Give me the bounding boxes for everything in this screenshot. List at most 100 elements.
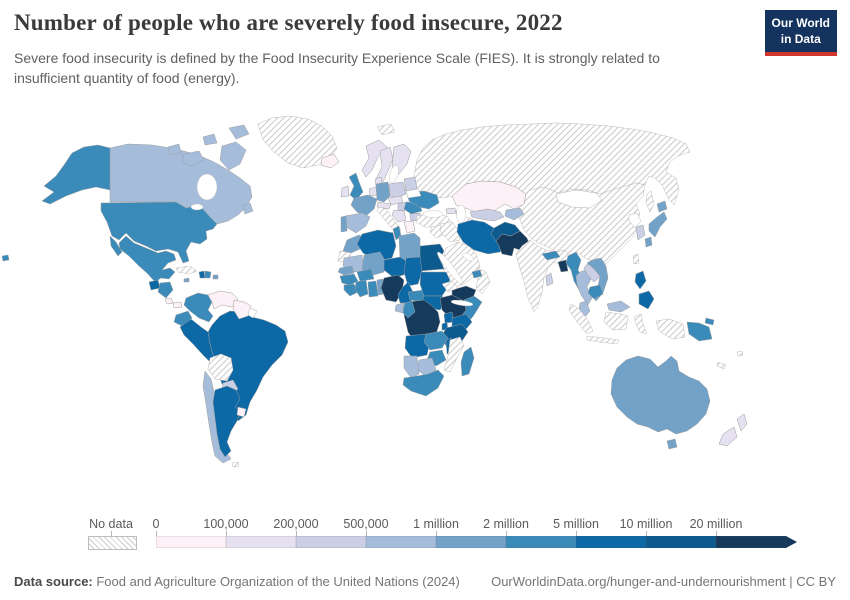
country-madagascar[interactable] [460,346,475,377]
footer-link[interactable]: OurWorldinData.org/hunger-and-undernouri… [491,574,836,589]
country-haiti[interactable] [198,270,206,279]
country-indonesia[interactable] [655,318,686,340]
country-sri-lanka[interactable] [545,272,554,287]
country-balkans[interactable] [391,209,407,223]
legend-bin-200k-500k[interactable] [296,536,366,548]
country-canada[interactable] [167,143,182,156]
country-canada[interactable] [202,133,218,146]
country-french-guiana[interactable] [247,307,258,319]
country-japan[interactable] [644,236,653,248]
country-india[interactable] [515,239,571,313]
country-canada[interactable] [181,150,205,167]
country-baltic-states[interactable] [403,176,418,192]
country-burkina-faso[interactable] [356,268,375,282]
country-costa-rica[interactable] [164,297,174,305]
country-gabon[interactable] [394,302,405,314]
country-sierra-leone-liberia[interactable] [343,283,359,297]
country-panama[interactable] [172,301,183,309]
country-bangladesh[interactable] [557,259,569,273]
country-bolivia[interactable] [207,353,234,382]
country-uzbekistan[interactable] [469,208,505,222]
country-norway[interactable] [361,139,388,178]
country-svalbard[interactable] [376,123,396,136]
country-canada[interactable] [241,202,254,215]
country-papua-new-guinea[interactable] [686,321,713,342]
country-ghana[interactable] [367,280,379,298]
country-malaysia[interactable] [578,300,591,318]
country-guinea[interactable] [339,273,359,286]
country-dominican-republic[interactable] [204,270,212,279]
country-cambodia[interactable] [587,284,604,300]
country-china[interactable] [515,182,646,269]
legend-bin-500k-1M[interactable] [366,536,436,548]
country-indonesia[interactable] [633,313,648,335]
country-philippines[interactable] [634,270,647,290]
country-united-arab-emirates[interactable] [471,269,483,279]
country-jamaica[interactable] [183,277,190,283]
country-iceland[interactable] [320,153,340,169]
legend-bin-1M-2M[interactable] [436,536,506,548]
country-japan[interactable] [648,211,668,238]
country-namibia[interactable] [403,355,420,379]
country-sakhalin[interactable] [645,190,655,213]
country-sweden[interactable] [375,146,394,185]
country-indonesia[interactable] [603,311,629,331]
country-mexico[interactable] [118,235,177,283]
country-kyrgyzstan-tajikistan[interactable] [504,207,525,221]
country-mexico[interactable] [109,235,123,257]
country-georgia[interactable] [445,207,457,215]
country-south-korea[interactable] [635,224,646,241]
country-indonesia[interactable] [568,303,594,335]
country-taiwan[interactable] [632,253,640,265]
country-kazakhstan[interactable] [451,180,527,215]
country-senegal[interactable] [337,265,355,276]
country-greenland[interactable] [257,115,338,169]
owid-logo[interactable]: Our World in Data [764,10,837,57]
country-poland[interactable] [388,181,407,199]
country-zambia[interactable] [423,330,449,351]
country-new-zealand[interactable] [736,413,748,432]
country-united-states[interactable] [100,201,218,264]
country-mozambique[interactable] [443,336,465,373]
country-philippines[interactable] [638,290,655,310]
country-argentina[interactable] [212,385,242,458]
country-alaska[interactable] [41,144,111,205]
country-iraq[interactable] [439,221,461,243]
country-australia[interactable] [610,355,711,435]
country-canada[interactable] [228,124,250,140]
country-nepal[interactable] [541,250,561,261]
country-portugal[interactable] [340,215,348,233]
country-new-caledonia[interactable] [716,361,727,370]
country-chad[interactable] [403,256,423,287]
country-indonesia[interactable] [586,335,620,345]
country-fiji[interactable] [736,350,744,357]
country-belgium-netherlands[interactable] [368,186,378,197]
country-puerto-rico[interactable] [212,274,219,280]
country-papua-new-guinea[interactable] [704,317,715,326]
country-czechia-slovakia[interactable] [387,195,404,206]
country-japan[interactable] [656,200,668,213]
country-canada[interactable] [219,141,247,171]
country-ivory-coast[interactable] [354,279,369,298]
country-united-kingdom[interactable] [348,172,364,201]
legend-bin-0-100k[interactable] [156,536,226,548]
country-france[interactable] [350,194,378,217]
legend-no-data-swatch[interactable] [88,536,137,550]
country-germany[interactable] [375,181,391,203]
country-south-africa[interactable] [402,369,445,397]
country-malaysia[interactable] [606,300,631,313]
legend-bin-10M-20M[interactable] [646,536,716,548]
country-spain[interactable] [344,212,371,234]
country-venezuela[interactable] [207,290,239,310]
country-sudan[interactable] [419,271,451,297]
country-guatemala[interactable] [148,279,161,291]
country-eritrea[interactable] [441,280,459,293]
country-colombia[interactable] [183,292,214,323]
country-new-zealand[interactable] [718,426,738,447]
country-uruguay[interactable] [236,406,247,418]
country-falkland-islands[interactable] [231,461,240,468]
country-ireland[interactable] [340,185,350,198]
country-peru[interactable] [179,318,215,365]
country-greece[interactable] [403,220,416,234]
legend-bin-100k-200k[interactable] [226,536,296,548]
